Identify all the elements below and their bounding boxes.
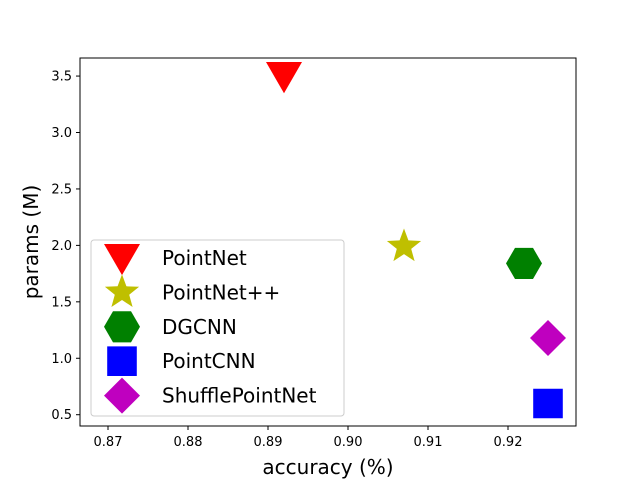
point-shufflepointnet xyxy=(530,320,566,356)
point-pointnetplusplus xyxy=(386,228,422,262)
legend-marker xyxy=(104,377,140,414)
point-dgcnn xyxy=(506,247,542,279)
legend-label: PointNet++ xyxy=(162,280,280,304)
y-axis-label: params (M) xyxy=(19,185,43,300)
y-tick-label: 1.5 xyxy=(51,295,72,310)
data-points xyxy=(266,62,566,419)
legend-marker xyxy=(107,346,137,376)
legend-label: DGCNN xyxy=(162,315,237,339)
x-tick-label: 0.91 xyxy=(414,435,443,450)
legend-marker xyxy=(104,311,140,343)
legend-box xyxy=(90,239,345,417)
point-pointcnn xyxy=(533,388,563,419)
x-tick-label: 0.92 xyxy=(494,435,523,450)
legend-label: PointCNN xyxy=(162,349,256,373)
y-tick-label: 0.5 xyxy=(51,408,72,423)
legend-marker xyxy=(104,244,140,276)
legend-marker xyxy=(104,274,140,307)
point-pointnet xyxy=(266,62,302,94)
y-tick-label: 3.5 xyxy=(51,70,72,85)
y-tick-label: 2.5 xyxy=(51,182,72,197)
x-tick-label: 0.89 xyxy=(254,435,283,450)
y-tick-label: 2.0 xyxy=(51,239,72,254)
x-tick-label: 0.90 xyxy=(334,435,363,450)
y-tick-label: 3.0 xyxy=(51,126,72,141)
plot-frame xyxy=(79,57,577,427)
x-axis-ticks: 0.87 0.88 0.89 0.90 0.91 0.92 xyxy=(94,426,523,450)
x-tick-label: 0.88 xyxy=(174,435,203,450)
x-axis-label: accuracy (%) xyxy=(262,455,393,479)
x-tick-label: 0.87 xyxy=(94,435,123,450)
legend: PointNet PointNet++ DGCNN PointCNN ShufflePo… xyxy=(90,239,345,417)
y-tick-label: 1.0 xyxy=(51,352,72,367)
legend-label: ShufflePointNet xyxy=(162,384,317,408)
legend-label: PointNet xyxy=(162,246,247,270)
y-axis-ticks: 0.5 1.0 1.5 2.0 2.5 3.0 3.5 xyxy=(51,70,80,423)
